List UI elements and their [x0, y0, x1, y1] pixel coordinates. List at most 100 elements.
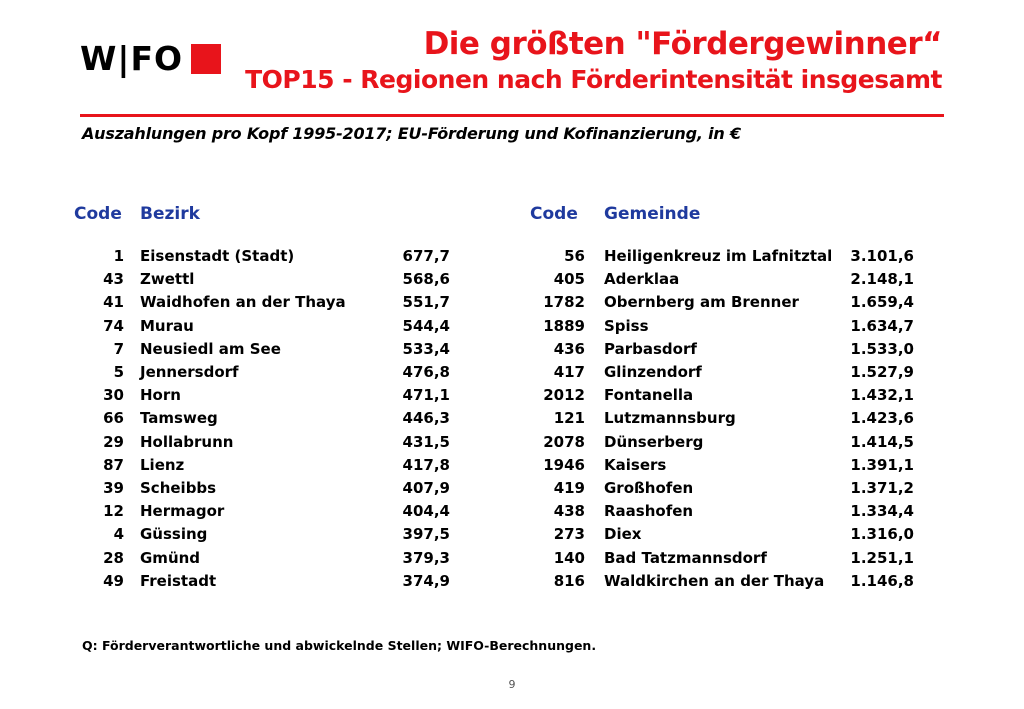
right-gemeinde-cell: Raashofen [604, 502, 694, 521]
left-value-cell: 404,4 [402, 502, 450, 521]
right-gemeinde-cell: Waldkirchen an der Thaya [604, 571, 825, 590]
left-value-cell: 551,7 [402, 293, 450, 312]
left-code-cell: 1 [113, 247, 124, 265]
table-row: 5 Jennersdorf 476,8 417 Glinzendorf 1.527,9 [0, 361, 1024, 384]
left-value-cell: 431,5 [402, 432, 450, 451]
right-gemeinde-cell: Spiss [604, 316, 649, 335]
right-code-cell: 2012 [543, 386, 585, 405]
right-code-cell: 1889 [543, 316, 585, 335]
title-divider [80, 114, 944, 117]
table-row: 87 Lienz 417,8 1946 Kaisers 1.391,1 [0, 454, 1024, 477]
table-row: 7 Neusiedl am See 533,4 436 Parbasdorf 1.533,… [0, 338, 1024, 361]
table-row: 28 Gmünd 379,3 140 Bad Tatzmannsdorf 1.251,1 [0, 547, 1024, 570]
left-bezirk-cell: Freistadt [140, 571, 217, 590]
right-gemeinde-cell: Diex [604, 525, 642, 544]
left-bezirk-cell: Neusiedl am See [140, 339, 281, 358]
right-value-cell: 1.634,7 [850, 316, 914, 335]
left-code-cell: 39 [103, 479, 124, 497]
table-row: 29 Hollabrunn 431,5 2078 Dünserberg 1.414,5 [0, 431, 1024, 454]
right-code-header: Code [530, 204, 578, 224]
left-value-cell: 471,1 [402, 386, 450, 405]
table-caption: Auszahlungen pro Kopf 1995-2017; EU-Förd… [82, 124, 741, 143]
left-bezirk-cell: Zwettl [140, 270, 195, 289]
source-note: Q: Förderverantwortliche und abwickelnde… [82, 638, 597, 653]
right-code-cell: 419 [553, 479, 585, 497]
right-value-cell: 1.423,6 [850, 409, 914, 428]
left-code-cell: 30 [103, 386, 124, 405]
right-code-cell: 417 [553, 363, 585, 381]
left-code-cell: 49 [103, 571, 124, 590]
table-row: 12 Hermagor 404,4 438 Raashofen 1.334,4 [0, 500, 1024, 523]
table-row: 74 Murau 544,4 1889 Spiss 1.634,7 [0, 315, 1024, 338]
right-value-cell: 1.371,2 [850, 479, 914, 497]
left-value-cell: 407,9 [402, 479, 450, 497]
left-bezirk-cell: Eisenstadt (Stadt) [140, 247, 295, 265]
left-code-cell: 41 [103, 293, 124, 312]
left-value-cell: 568,6 [402, 270, 450, 289]
left-bezirk-cell: Hermagor [140, 502, 225, 521]
right-gemeinde-cell: Heiligenkreuz im Lafnitztal [604, 247, 833, 265]
left-bezirk-cell: Lienz [140, 455, 185, 474]
right-name-header: Gemeinde [604, 204, 701, 224]
right-value-cell: 3.101,6 [850, 247, 914, 265]
right-gemeinde-cell: Aderklaa [604, 270, 680, 289]
page-number: 9 [508, 678, 516, 691]
right-value-cell: 1.533,0 [850, 339, 914, 358]
page-subtitle: TOP15 - Regionen nach Förderintensität i… [245, 65, 942, 94]
left-bezirk-cell: Scheibbs [140, 479, 217, 497]
right-value-cell: 2.148,1 [850, 270, 914, 289]
left-value-cell: 533,4 [402, 339, 450, 358]
left-bezirk-cell: Güssing [140, 525, 208, 544]
right-code-cell: 121 [553, 409, 585, 428]
left-value-cell: 677,7 [402, 247, 450, 265]
left-value-cell: 476,8 [402, 363, 450, 381]
right-gemeinde-cell: Lutzmannsburg [604, 409, 736, 428]
table-row: 1 Eisenstadt (Stadt) 677,7 56 Heiligenkreuz … [0, 245, 1024, 268]
left-bezirk-cell: Murau [140, 316, 194, 335]
left-bezirk-cell: Waidhofen an der Thaya [140, 293, 346, 312]
table-row: 43 Zwettl 568,6 405 Aderklaa 2.148,1 [0, 268, 1024, 291]
logo-red-square-icon [191, 44, 222, 74]
right-gemeinde-cell: Kaisers [604, 455, 667, 474]
right-code-cell: 273 [553, 525, 585, 544]
right-value-cell: 1.414,5 [850, 432, 914, 451]
left-code-cell: 7 [113, 339, 124, 358]
right-code-cell: 2078 [543, 432, 585, 451]
left-value-cell: 379,3 [402, 548, 450, 567]
right-code-cell: 405 [553, 270, 585, 289]
right-code-cell: 436 [553, 339, 585, 358]
right-code-cell: 56 [564, 247, 585, 265]
table-row: 39 Scheibbs 407,9 419 Großhofen 1.371,2 [0, 477, 1024, 500]
left-bezirk-cell: Jennersdorf [140, 363, 239, 381]
left-bezirk-cell: Hollabrunn [140, 432, 234, 451]
table-row: 66 Tamsweg 446,3 121 Lutzmannsburg 1.423,6 [0, 407, 1024, 430]
left-bezirk-cell: Gmünd [140, 548, 201, 567]
left-code-cell: 74 [103, 316, 124, 335]
right-value-cell: 1.316,0 [850, 525, 914, 544]
right-gemeinde-cell: Dünserberg [604, 432, 704, 451]
left-code-cell: 43 [103, 270, 124, 289]
left-value-cell: 544,4 [402, 316, 450, 335]
left-code-cell: 87 [103, 455, 124, 474]
left-name-header: Bezirk [140, 204, 200, 224]
right-value-cell: 1.251,1 [850, 548, 914, 567]
left-code-cell: 66 [103, 409, 124, 428]
table-row: 49 Freistadt 374,9 816 Waldkirchen an der Th… [0, 570, 1024, 593]
right-value-cell: 1.146,8 [850, 571, 914, 590]
right-code-cell: 140 [553, 548, 585, 567]
left-bezirk-cell: Tamsweg [140, 409, 218, 428]
right-code-cell: 816 [553, 571, 585, 590]
right-value-cell: 1.334,4 [850, 502, 914, 521]
right-gemeinde-cell: Fontanella [604, 386, 694, 405]
page-title: Die größten "Fördergewinner“ [423, 26, 943, 62]
right-value-cell: 1.391,1 [850, 455, 914, 474]
right-value-cell: 1.432,1 [850, 386, 914, 405]
logo-text: W|FO [80, 39, 184, 78]
left-value-cell: 446,3 [402, 409, 450, 428]
right-value-cell: 1.527,9 [850, 363, 914, 381]
right-gemeinde-cell: Parbasdorf [604, 339, 697, 358]
right-gemeinde-cell: Glinzendorf [604, 363, 702, 381]
left-code-cell: 29 [103, 432, 124, 451]
right-code-cell: 438 [553, 502, 585, 521]
left-code-cell: 12 [103, 502, 124, 521]
